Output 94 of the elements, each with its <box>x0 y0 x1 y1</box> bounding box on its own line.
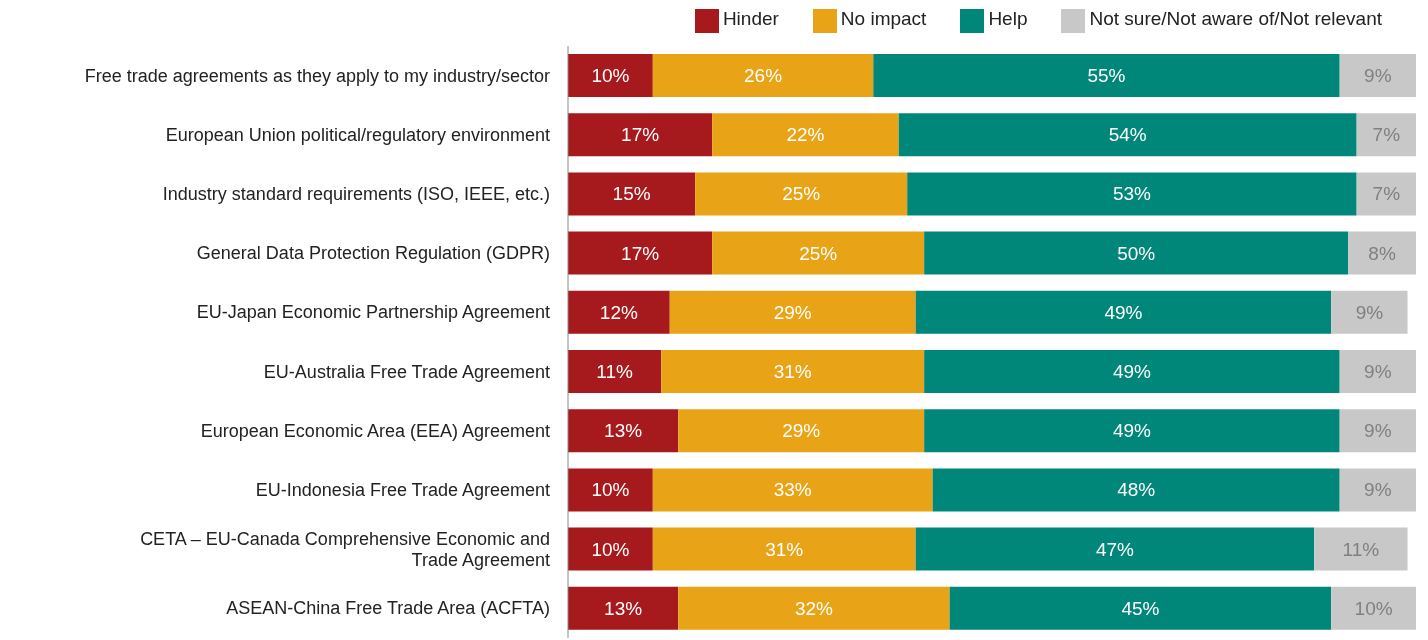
data-label: 8% <box>1368 242 1396 264</box>
bar <box>1339 54 1416 97</box>
y-tick-label: Free trade agreements as they apply to my industry/sector <box>84 65 550 86</box>
data-label: 49% <box>1112 420 1152 442</box>
bar <box>1339 350 1416 393</box>
bar <box>907 172 1357 216</box>
data-label: 9% <box>1364 479 1392 501</box>
bar <box>568 113 713 157</box>
data-label: 26% <box>744 65 783 86</box>
bar <box>678 409 925 453</box>
legend-label: Help <box>988 8 1028 29</box>
data-label: 13% <box>604 420 643 442</box>
bar <box>1339 468 1416 512</box>
data-label: 45% <box>1121 597 1160 619</box>
data-label: 17% <box>621 242 660 264</box>
y-tick-label: Industry standard requirements (ISO, IEEE, etc.) <box>162 184 550 204</box>
data-label: 31% <box>765 538 804 560</box>
bar <box>568 54 653 97</box>
data-label: 29% <box>782 420 821 442</box>
data-label: 53% <box>1112 183 1152 205</box>
data-label: 22% <box>786 124 825 146</box>
data-label: 10% <box>591 538 630 560</box>
bar <box>568 468 653 512</box>
data-label: 48% <box>1117 479 1156 501</box>
y-tick-label: European Union political/regulatory environment <box>165 124 550 145</box>
bar <box>1339 409 1416 453</box>
bar <box>568 409 679 453</box>
data-label: 9% <box>1364 361 1392 382</box>
data-label: 15% <box>612 183 651 205</box>
data-label: 25% <box>782 183 821 205</box>
bar <box>924 231 1349 275</box>
bar <box>1356 172 1416 216</box>
bar <box>712 231 925 275</box>
legend-label: Hinder <box>722 8 779 29</box>
bar <box>932 468 1340 512</box>
bar <box>924 409 1340 453</box>
y-tick-label: EU-Japan Economic Partnership Agreement <box>196 302 550 323</box>
bar <box>652 527 916 571</box>
bar <box>915 290 1332 334</box>
bar <box>652 468 933 512</box>
data-label: 10% <box>591 479 630 501</box>
bar <box>873 54 1340 97</box>
bar <box>568 172 696 216</box>
bar <box>695 172 908 216</box>
bar <box>669 290 916 334</box>
bar <box>568 350 662 393</box>
data-label: 10% <box>591 65 630 86</box>
bar <box>924 350 1340 393</box>
bar <box>652 54 874 97</box>
data-label: 7% <box>1372 183 1401 205</box>
data-label: 10% <box>1354 597 1393 619</box>
bar <box>568 290 670 334</box>
data-label: 49% <box>1112 361 1152 382</box>
data-label: 31% <box>773 361 812 382</box>
data-label: 9% <box>1364 65 1392 86</box>
y-tick-label: General Data Protection Regulation (GDPR) <box>196 243 550 264</box>
data-label: 25% <box>799 242 838 264</box>
bar <box>1348 231 1416 275</box>
data-label: 9% <box>1364 420 1392 442</box>
y-tick-label: European Economic Area (EEA) Agreement <box>200 420 550 441</box>
data-label: 12% <box>599 301 638 323</box>
legend-label: No impact <box>840 8 927 29</box>
bar <box>915 527 1315 571</box>
data-label: 49% <box>1104 301 1143 323</box>
bar <box>568 586 679 630</box>
bar <box>1314 527 1408 571</box>
bar <box>568 527 653 571</box>
bar <box>1331 586 1416 630</box>
bar <box>1331 290 1408 334</box>
data-label: 11% <box>1342 538 1380 560</box>
data-label: 47% <box>1095 538 1135 560</box>
bar <box>678 586 950 630</box>
data-label: 54% <box>1108 124 1147 146</box>
legend-label: Not sure/Not aware of/Not relevant <box>1089 8 1382 29</box>
data-label: 33% <box>773 479 812 501</box>
bar <box>1356 113 1416 157</box>
data-label: 17% <box>621 124 660 146</box>
data-label: 32% <box>794 597 834 619</box>
y-tick-label: EU-Indonesia Free Trade Agreement <box>255 480 550 500</box>
y-tick-label: EU-Australia Free Trade Agreement <box>263 361 550 382</box>
data-label: 13% <box>604 597 643 619</box>
data-label: 9% <box>1355 301 1384 323</box>
bar <box>949 586 1332 630</box>
data-label: 29% <box>773 301 812 323</box>
data-label: 55% <box>1087 65 1126 86</box>
y-tick-label: ASEAN-China Free Trade Area (ACFTA) <box>226 598 550 619</box>
bar <box>898 113 1357 157</box>
bar <box>712 113 899 157</box>
data-label: 11% <box>596 361 634 382</box>
data-label: 50% <box>1117 242 1156 264</box>
data-label: 7% <box>1372 124 1401 146</box>
bar <box>568 231 713 275</box>
y-tick-label: CETA – EU-Canada Comprehensive Economic and Trade Agreement <box>140 528 550 570</box>
bar <box>661 350 925 393</box>
